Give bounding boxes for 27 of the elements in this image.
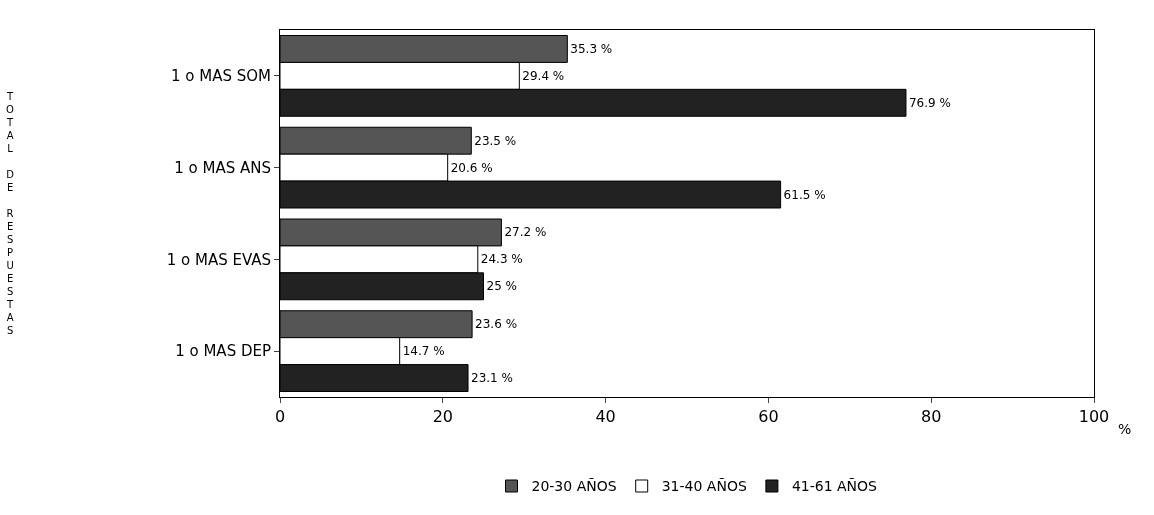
data-label: 76.9 % bbox=[908, 95, 951, 110]
data-label: 24.3 % bbox=[480, 252, 523, 267]
legend-label: 20-30 AÑOS bbox=[531, 478, 617, 495]
y-tick-label: 1 o MAS DEP bbox=[175, 342, 271, 361]
data-label: 14.7 % bbox=[402, 344, 445, 359]
y-tick-label: 1 o MAS SOM bbox=[170, 67, 271, 86]
legend-label: 31-40 AÑOS bbox=[661, 478, 747, 495]
x-tick-label: 100 bbox=[1078, 407, 1110, 427]
data-label: 25 % bbox=[486, 279, 517, 294]
data-label: 61.5 % bbox=[783, 187, 826, 202]
x-tick-label: 20 bbox=[432, 407, 453, 427]
y-tick-label: 1 o MAS EVAS bbox=[166, 250, 271, 269]
data-label: 29.4 % bbox=[522, 68, 565, 83]
data-label: 20.6 % bbox=[450, 160, 493, 175]
text: TOTAL DE RESPUESTAS bbox=[6, 91, 14, 336]
y-tick-label: 1 o MAS ANS bbox=[174, 158, 271, 177]
data-label: 35.3 % bbox=[570, 41, 613, 56]
data-label: 23.6 % bbox=[475, 317, 518, 332]
x-tick-label: 80 bbox=[921, 407, 942, 427]
x-tick-label: 40 bbox=[595, 407, 616, 427]
x-tick-label: 0 bbox=[274, 407, 286, 427]
data-label: 23.5 % bbox=[474, 133, 517, 148]
legend-label: 41-61 AÑOS bbox=[791, 478, 878, 495]
x-axis-title: % bbox=[1118, 421, 1132, 437]
data-label: 27.2 % bbox=[504, 225, 547, 240]
x-tick-label: 60 bbox=[758, 407, 779, 427]
data-label: 23.1 % bbox=[471, 371, 513, 386]
